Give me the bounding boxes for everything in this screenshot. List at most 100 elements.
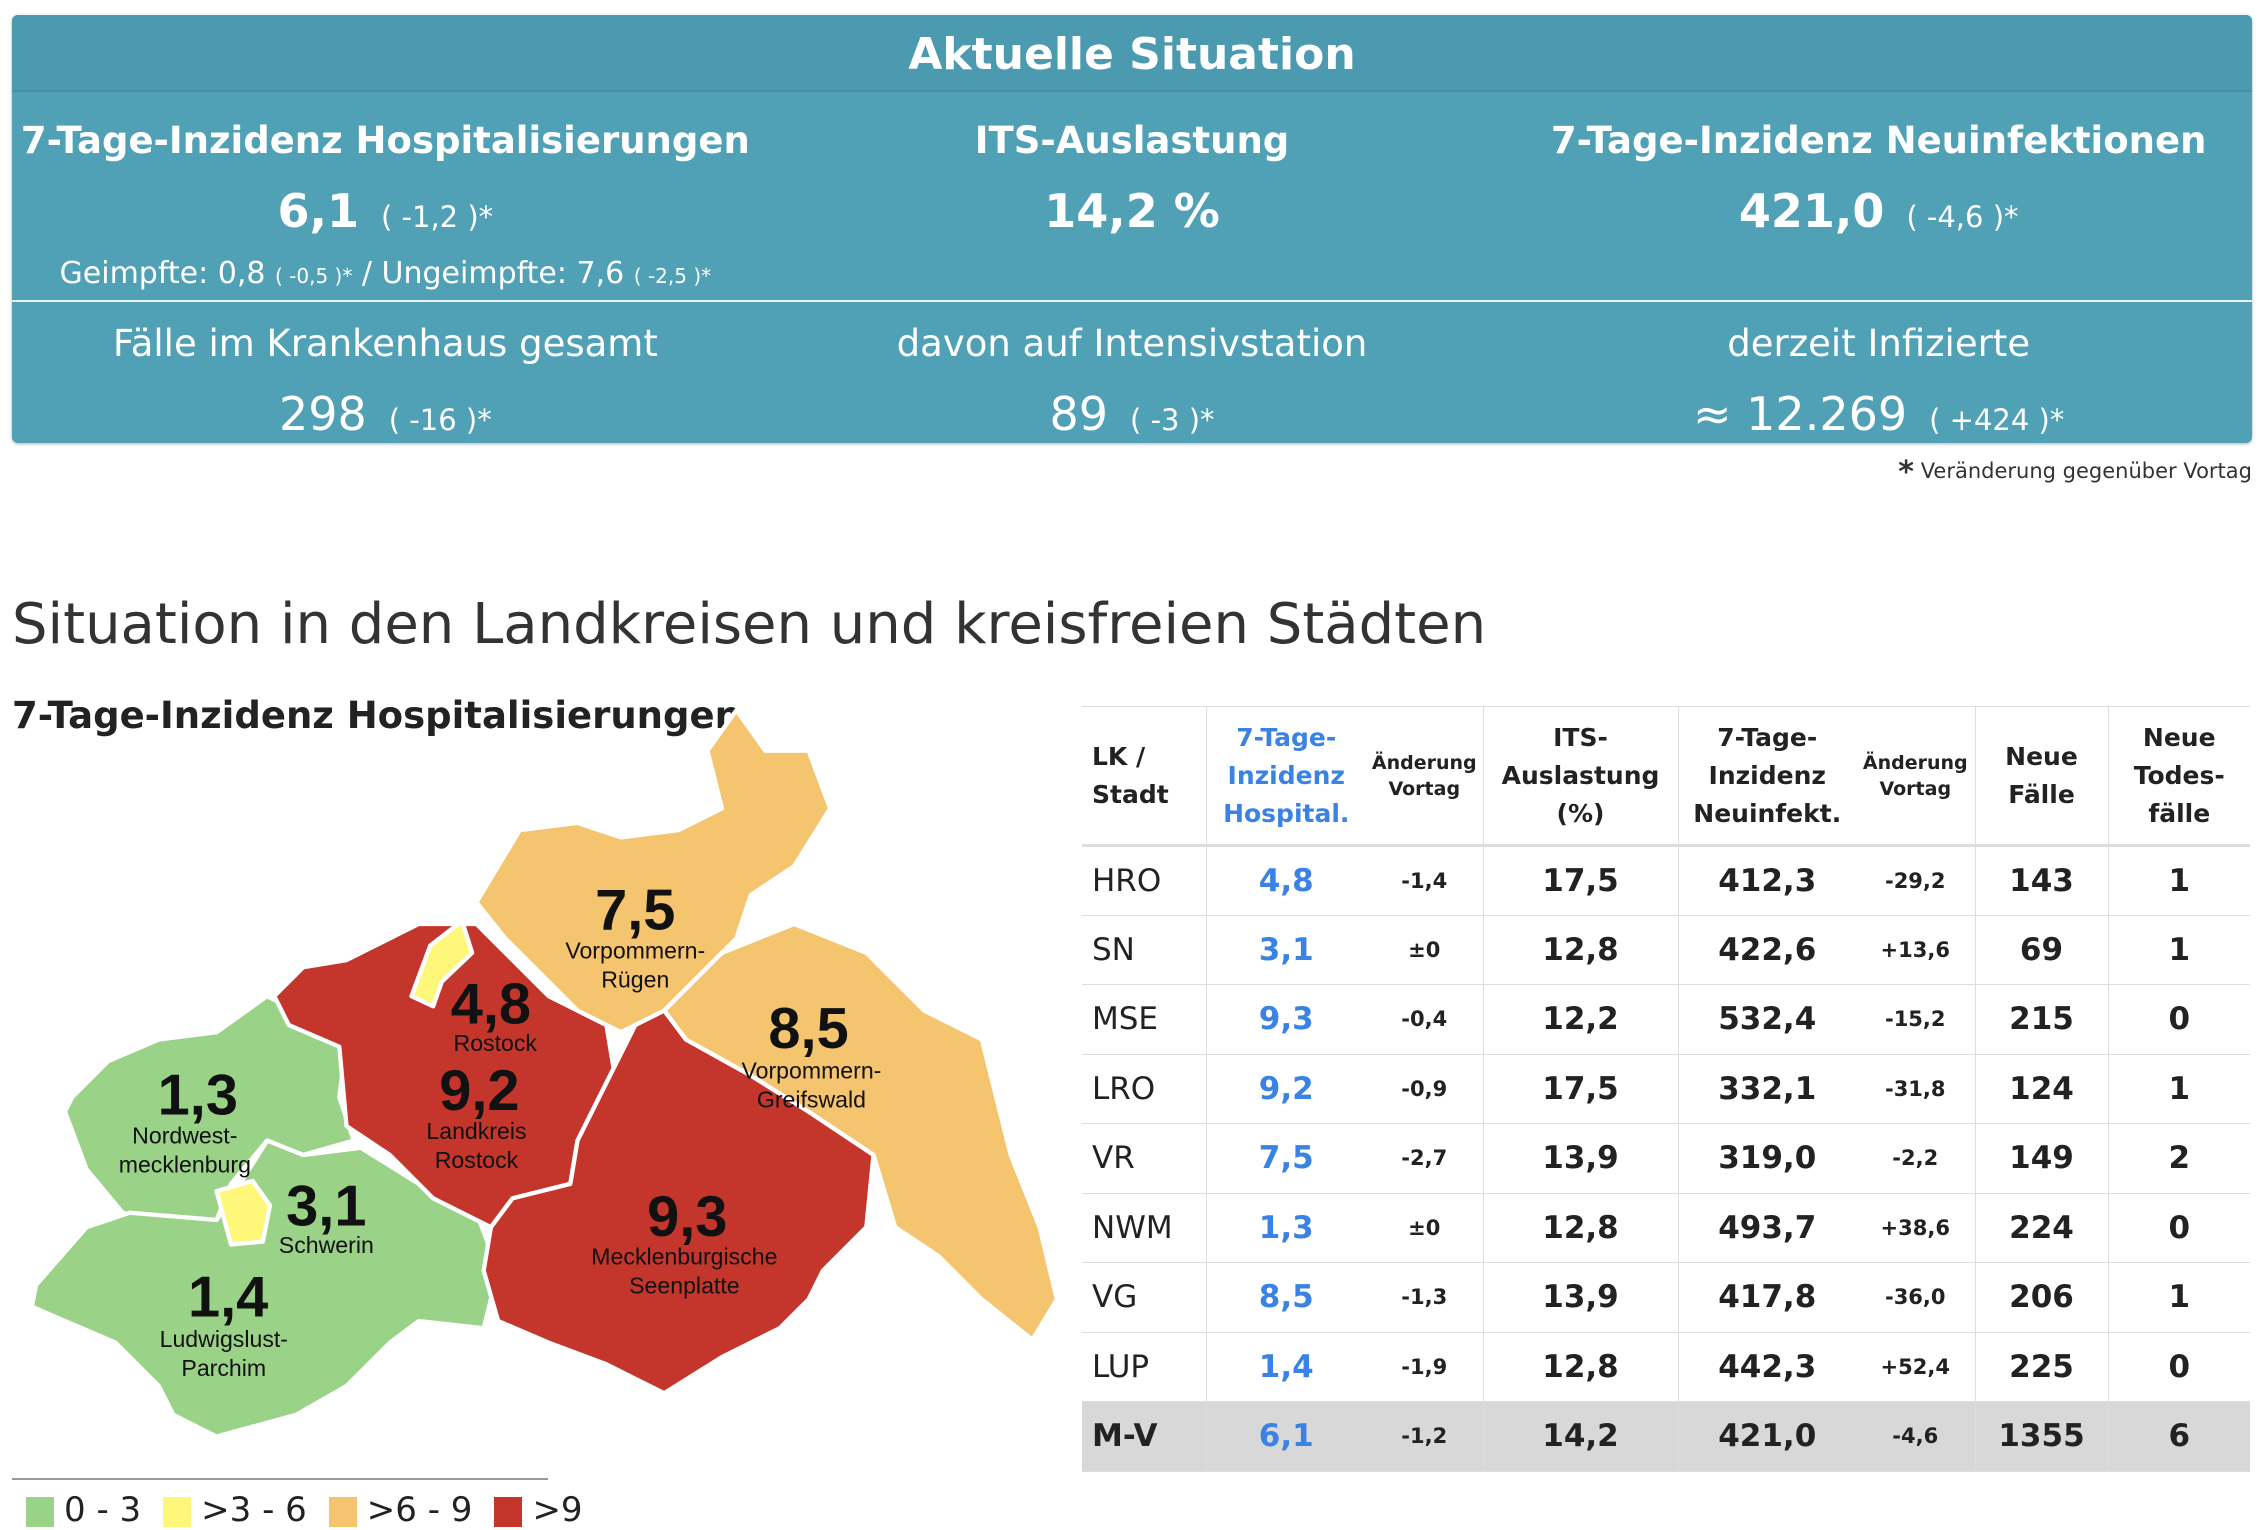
cell-district: VR	[1082, 1123, 1207, 1194]
cell-new-cases: 224	[1974, 1192, 2109, 1263]
cell-hosp-change: -1,9	[1366, 1331, 1484, 1402]
map-value-vr: 7,5	[595, 879, 675, 943]
cell-district: LUP	[1082, 1331, 1207, 1402]
cell-district: SN	[1082, 914, 1207, 985]
cell-new-cases: 1355	[1974, 1401, 2109, 1472]
stat-value: 89	[1049, 387, 1109, 441]
cell-new-deaths: 1	[2107, 1262, 2250, 1333]
stat-label: 7-Tage-Inzidenz Hospitalisierungen	[20, 119, 750, 162]
cell-hosp-change: ±0	[1366, 914, 1484, 985]
header-line: 7-Tage-	[1717, 722, 1818, 752]
map-legend: 0 - 3 >3 - 6 >6 - 9 >9	[26, 1490, 583, 1530]
cell-infection-change: +52,4	[1856, 1331, 1976, 1402]
stat-change: ( -3 )*	[1130, 403, 1215, 437]
vaccinated-value: Geimpfte: 0,8	[59, 256, 266, 291]
cell-infection-change: -36,0	[1856, 1262, 1976, 1333]
region-hro[interactable]	[409, 918, 475, 1009]
legend-item: 0 - 3	[26, 1490, 141, 1530]
vaccinated-change: ( -0,5 )*	[275, 264, 353, 288]
header-hosp-incidence[interactable]: 7-Tage- Inzidenz Hospital.	[1205, 706, 1366, 847]
cell-icu: 12,8	[1482, 1192, 1679, 1263]
icu-occupancy: ITS-Auslastung 14,2 %	[759, 97, 1506, 297]
legend-item: >6 - 9	[328, 1490, 473, 1530]
cell-icu: 13,9	[1482, 1262, 1679, 1333]
legend-label: >9	[532, 1490, 583, 1530]
map-name-nwm: Nordwest-	[132, 1122, 237, 1148]
table-row: M-V 6,1 -1,2 14,2 421,0 -4,6 1355 6	[1082, 1401, 2250, 1472]
cell-hosp-change: -2,7	[1366, 1123, 1484, 1194]
cell-infection-change: +38,6	[1856, 1192, 1976, 1263]
cell-icu: 17,5	[1482, 845, 1679, 916]
cell-new-deaths: 2	[2107, 1123, 2250, 1194]
cell-new-deaths: 1	[2107, 845, 2250, 916]
cell-hosp-change: -1,2	[1366, 1401, 1484, 1472]
cell-hosp-change: -0,4	[1366, 984, 1484, 1055]
cell-new-deaths: 1	[2107, 914, 2250, 985]
header-line: Neuinfekt.	[1693, 798, 1842, 828]
table-row: HRO 4,8 -1,4 17,5 412,3 -29,2 143 1	[1082, 845, 2250, 916]
header-change-inf[interactable]: Änderung Vortag	[1856, 706, 1976, 847]
cell-hosp-change: -1,3	[1366, 1262, 1484, 1333]
region-mse[interactable]	[481, 1008, 876, 1396]
cell-icu: 14,2	[1482, 1401, 1679, 1472]
map-value-hro: 4,8	[451, 973, 531, 1037]
header-new-deaths[interactable]: Neue Todes-fälle	[2107, 706, 2250, 847]
header-line: Änderung	[1862, 751, 1968, 774]
map-value-mse: 9,3	[647, 1185, 727, 1249]
legend-label: >6 - 9	[366, 1490, 473, 1530]
cell-district: LRO	[1082, 1053, 1207, 1124]
legend-divider	[12, 1478, 548, 1480]
hospital-cases: Fälle im Krankenhaus gesamt 298 ( -16 )*	[12, 302, 759, 443]
table-row: LRO 9,2 -0,9 17,5 332,1 -31,8 124 1	[1082, 1053, 2250, 1124]
header-line: Todes-	[2133, 760, 2225, 790]
current-infected: derzeit Infizierte ≈ 12.269 ( +424 )*	[1505, 302, 2252, 443]
cell-infection-incidence: 442,3	[1677, 1331, 1856, 1402]
panel-title: Aktuelle Situation	[12, 15, 2252, 92]
stat-value: ≈ 12.269	[1693, 387, 1908, 441]
icu-cases: davon auf Intensivstation 89 ( -3 )*	[759, 302, 1506, 443]
header-line: Hospital.	[1223, 798, 1350, 828]
cell-new-cases: 206	[1974, 1262, 2109, 1333]
header-district[interactable]: LK / Stadt	[1082, 706, 1207, 847]
header-line: Auslastung	[1501, 760, 1660, 790]
cell-infection-incidence: 422,6	[1677, 914, 1856, 985]
map-name-vg: Vorpommern-	[741, 1057, 881, 1083]
header-icu[interactable]: ITS- Auslastung (%)	[1482, 706, 1679, 847]
cell-infection-change: -4,6	[1856, 1401, 1976, 1472]
cell-infection-change: -15,2	[1856, 984, 1976, 1055]
header-line: Vortag	[1879, 777, 1952, 800]
cell-infection-change: -29,2	[1856, 845, 1976, 916]
cell-new-cases: 215	[1974, 984, 2109, 1055]
header-change-hosp[interactable]: Änderung Vortag	[1366, 706, 1484, 847]
stat-label: derzeit Infizierte	[1727, 322, 2031, 365]
legend-label: 0 - 3	[64, 1490, 142, 1530]
map-name-vg-2: Greifswald	[757, 1086, 866, 1112]
map-value-sn: 3,1	[286, 1175, 366, 1239]
cell-district: HRO	[1082, 845, 1207, 916]
cell-new-cases: 149	[1974, 1123, 2109, 1194]
cell-icu: 17,5	[1482, 1053, 1679, 1124]
section-title: Situation in den Landkreisen und kreisfr…	[12, 592, 1487, 657]
table-header-row: LK / Stadt 7-Tage- Inzidenz Hospital. Änder…	[1082, 706, 2250, 847]
cell-infection-change: -2,2	[1856, 1123, 1976, 1194]
header-line: Neue	[2142, 722, 2216, 752]
region-sn[interactable]	[214, 1178, 273, 1247]
header-line: Neue	[2005, 741, 2078, 771]
header-infection-incidence[interactable]: 7-Tage- Inzidenz Neuinfekt.	[1677, 706, 1856, 847]
stat-change: ( -4,6 )*	[1906, 200, 2019, 234]
stat-value: 6,1	[277, 184, 360, 238]
map-name-lup-2: Parchim	[181, 1355, 266, 1381]
map-name-hro: Rostock	[454, 1030, 538, 1056]
table-row: NWM 1,3 ±0 12,8 493,7 +38,6 224 0	[1082, 1192, 2250, 1263]
region-vr[interactable]	[474, 708, 833, 1035]
cell-new-deaths: 6	[2107, 1401, 2250, 1472]
legend-swatch-red	[494, 1496, 523, 1527]
header-new-cases[interactable]: Neue Fälle	[1974, 706, 2109, 847]
legend-swatch-green	[26, 1496, 54, 1527]
stat-label: 7-Tage-Inzidenz Neuinfektionen	[1550, 119, 2207, 162]
header-line: Inzidenz	[1227, 760, 1345, 790]
region-nwm[interactable]	[62, 993, 356, 1230]
map-name-mse-2: Seenplatte	[629, 1273, 739, 1299]
stat-value: 298	[278, 387, 367, 441]
cell-icu: 12,8	[1482, 914, 1679, 985]
